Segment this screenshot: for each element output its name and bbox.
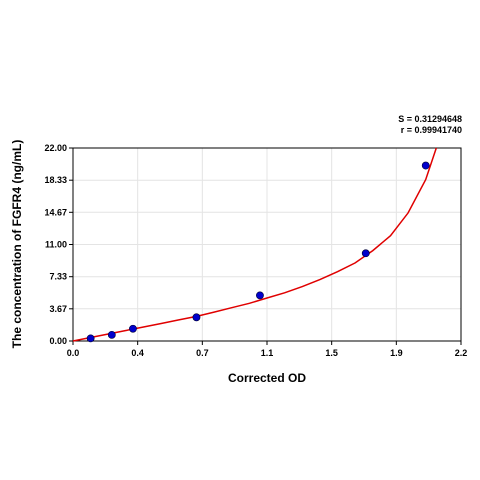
y-axis-title: The concentration of FGFR4 (ng/mL)	[10, 140, 24, 349]
data-point	[421, 161, 430, 170]
x-tick-label: 2.2	[455, 348, 468, 358]
x-axis-title: Corrected OD	[228, 371, 306, 385]
data-point	[129, 324, 137, 333]
y-tick-label: 0.00	[49, 336, 67, 346]
y-tick-label: 14.67	[44, 207, 67, 217]
grid-lines	[73, 148, 461, 341]
data-point	[86, 334, 95, 343]
x-tick-label: 1.9	[390, 348, 403, 358]
y-tick-label: 18.33	[44, 175, 67, 185]
data-point	[256, 291, 264, 300]
x-tick-label: 0.7	[196, 348, 209, 358]
r-statistic: r = 0.99941740	[401, 125, 462, 135]
axis-ticks: 0.0 0.4 0.7 1.1 1.5 1.9 2.2 0.00 3.67 7.33 11.00 14…	[44, 143, 467, 358]
data-point	[107, 330, 116, 339]
x-tick-label: 1.5	[325, 348, 338, 358]
x-tick-label: 1.1	[261, 348, 274, 358]
data-points-layer	[86, 161, 430, 343]
data-point	[361, 249, 370, 258]
s-statistic: S = 0.31294648	[398, 114, 462, 124]
y-tick-label: 11.00	[45, 240, 67, 250]
y-tick-label: 22.00	[44, 143, 67, 153]
y-tick-label: 3.67	[49, 304, 67, 314]
x-tick-label: 0.4	[131, 348, 144, 358]
y-tick-label: 7.33	[49, 272, 67, 282]
x-tick-label: 0.0	[67, 348, 80, 358]
data-point	[192, 313, 201, 322]
